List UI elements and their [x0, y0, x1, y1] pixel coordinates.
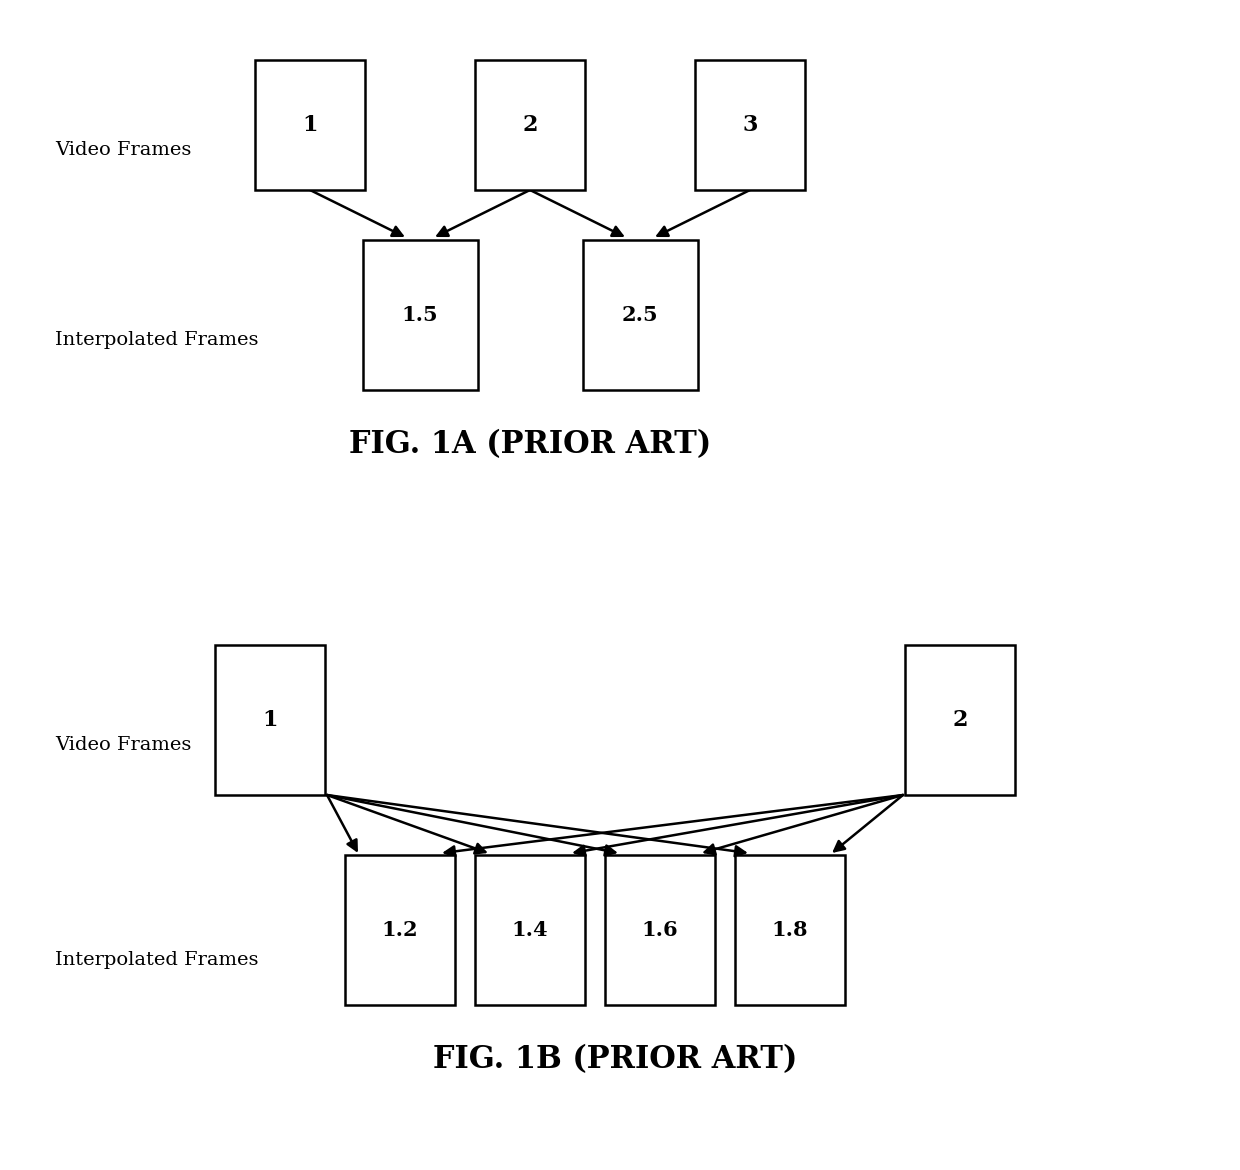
Text: Interpolated Frames: Interpolated Frames	[55, 331, 258, 349]
Text: 1.2: 1.2	[382, 920, 418, 940]
Text: 2: 2	[952, 709, 967, 731]
Text: 3: 3	[743, 113, 758, 136]
Text: 2: 2	[522, 113, 538, 136]
Text: 1: 1	[262, 709, 278, 731]
Text: 1.4: 1.4	[512, 920, 548, 940]
Text: Interpolated Frames: Interpolated Frames	[55, 951, 258, 969]
Text: 2.5: 2.5	[621, 305, 658, 325]
Text: FIG. 1A (PRIOR ART): FIG. 1A (PRIOR ART)	[348, 429, 711, 461]
Text: Video Frames: Video Frames	[55, 736, 191, 753]
Text: 1.8: 1.8	[771, 920, 808, 940]
Text: Video Frames: Video Frames	[55, 142, 191, 159]
Text: 1: 1	[303, 113, 317, 136]
Text: 1.6: 1.6	[641, 920, 678, 940]
Text: 1.5: 1.5	[402, 305, 438, 325]
Text: FIG. 1B (PRIOR ART): FIG. 1B (PRIOR ART)	[433, 1045, 797, 1075]
